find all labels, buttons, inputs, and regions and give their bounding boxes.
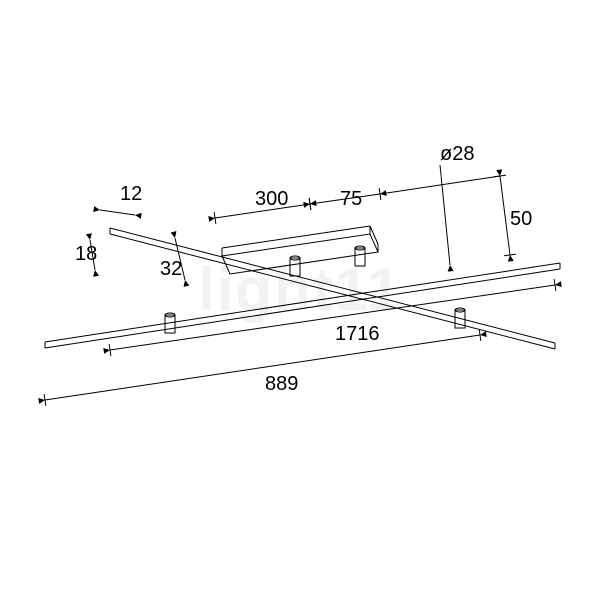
label-889: 889: [265, 373, 298, 395]
label-32: 32: [160, 258, 182, 280]
label-1716: 1716: [335, 323, 380, 345]
label-50: 50: [510, 208, 532, 230]
dim-diameter: [440, 165, 454, 272]
dim-top-ext: [380, 176, 500, 194]
label-300: 300: [255, 188, 288, 210]
label-diameter-28: ø28: [440, 143, 474, 165]
dim-12: [93, 206, 141, 219]
label-12: 12: [120, 183, 142, 205]
label-75: 75: [340, 188, 362, 210]
dim-889: [38, 329, 486, 406]
technical-drawing: light11: [0, 0, 603, 603]
label-18: 18: [75, 243, 97, 265]
